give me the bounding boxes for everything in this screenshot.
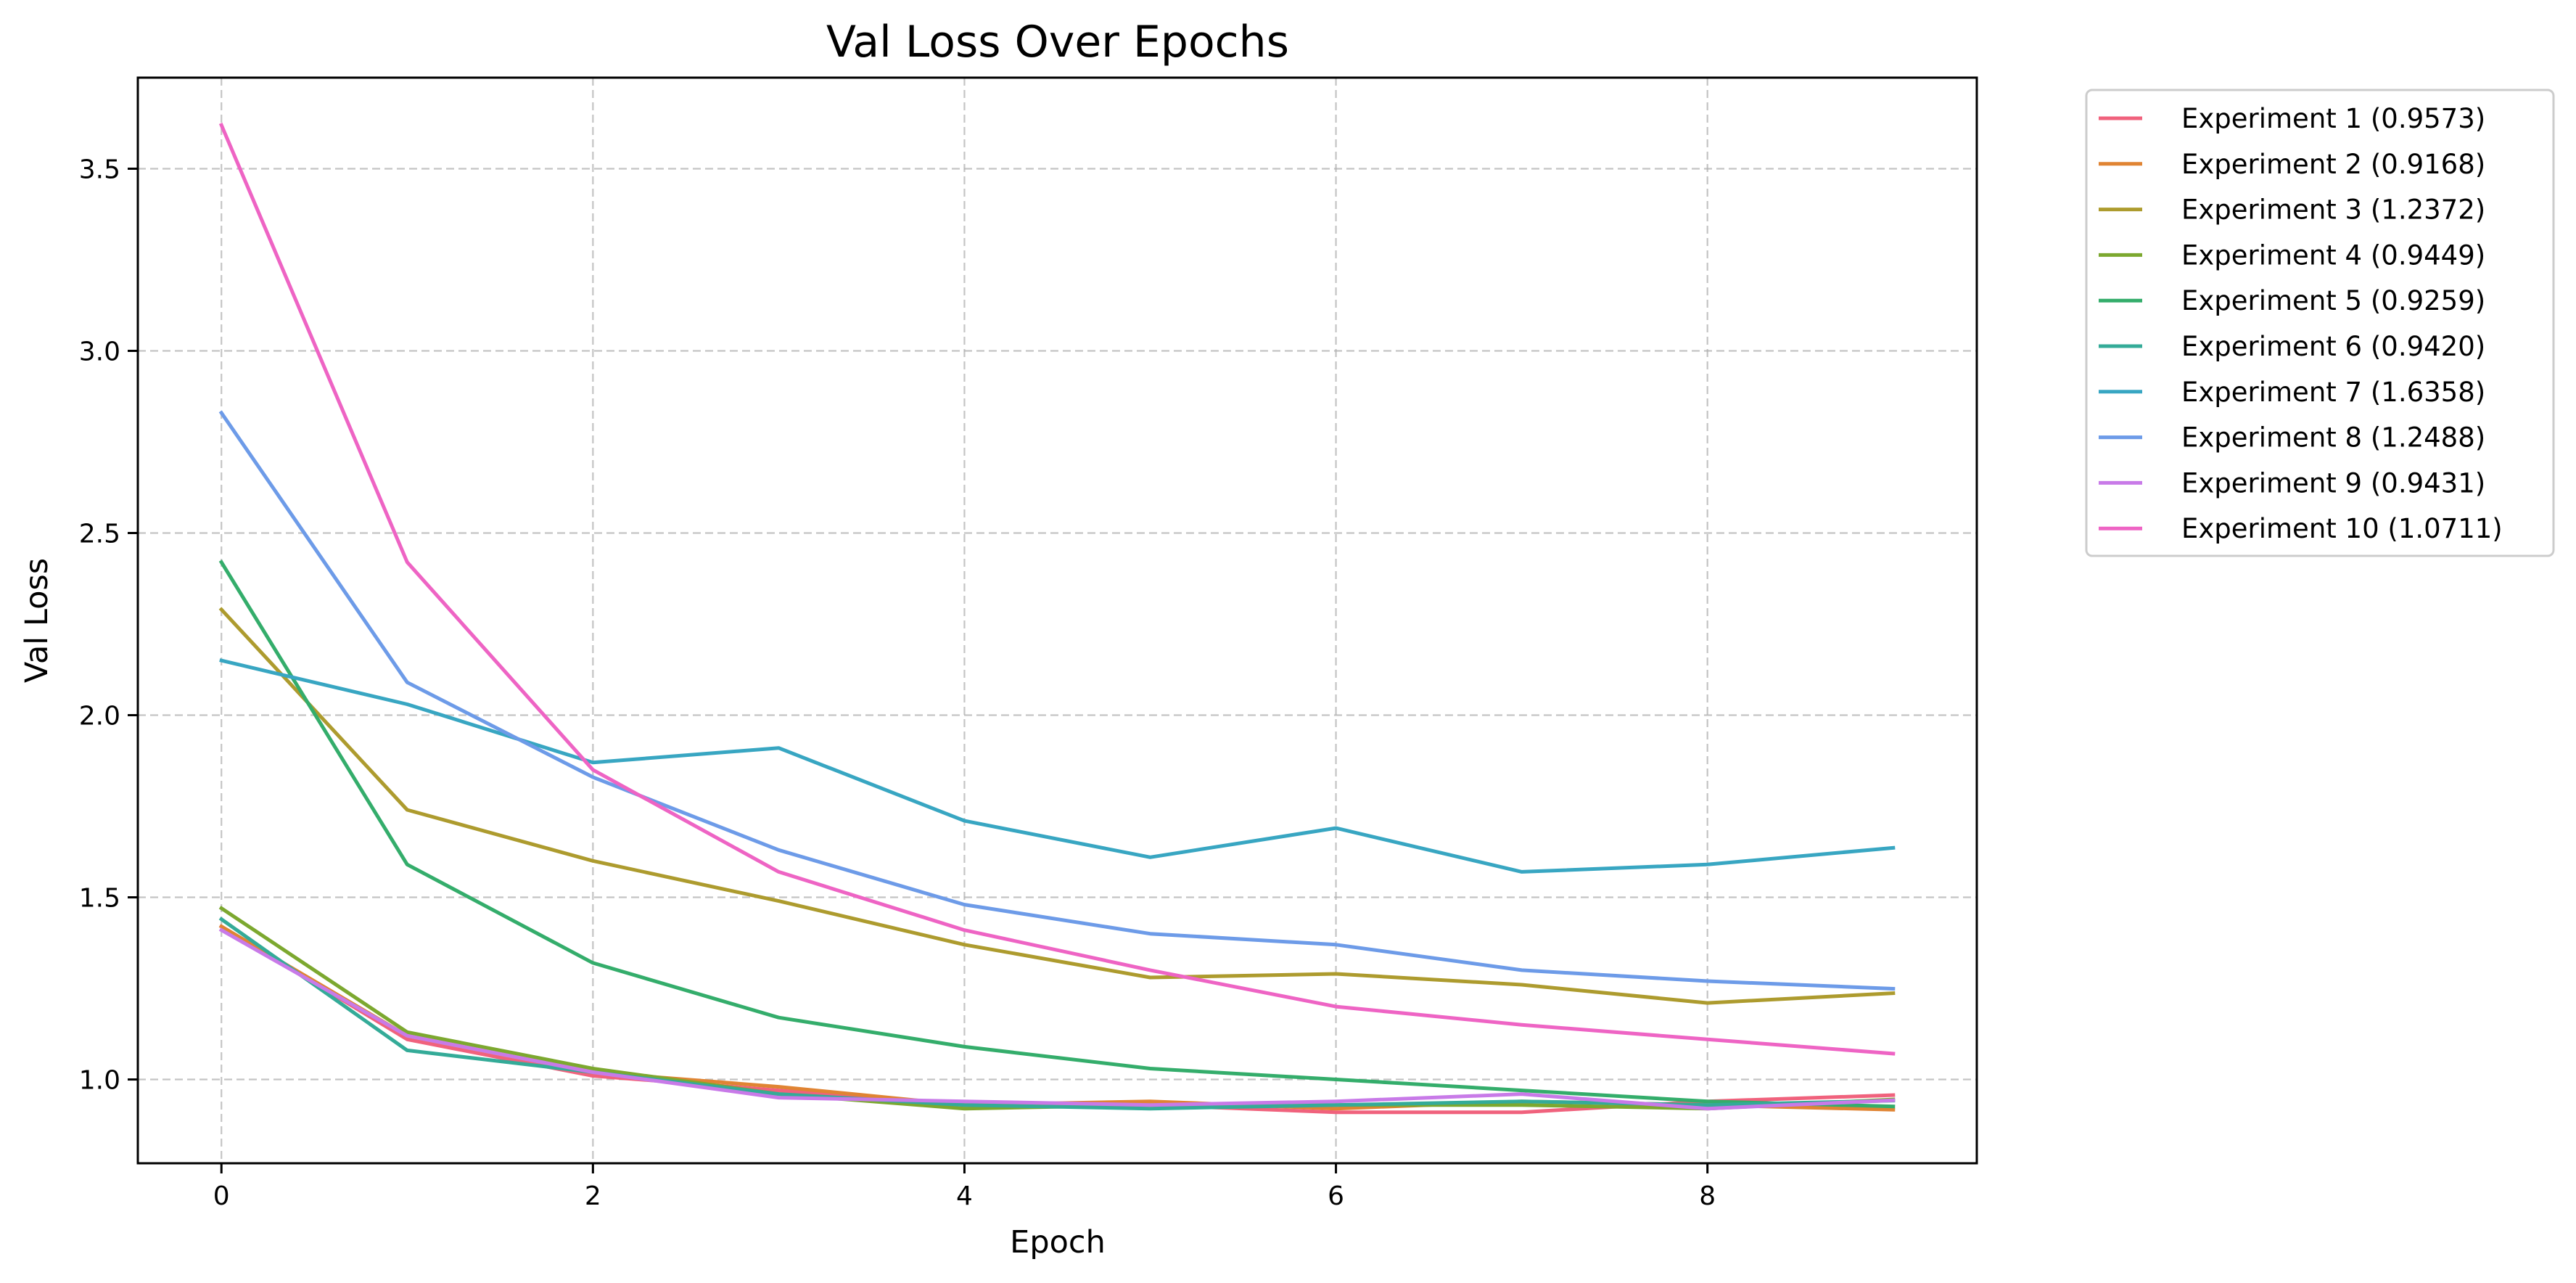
y-tick-label: 3.0 [79, 337, 120, 367]
legend-label-experiment-2: Experiment 2 (0.9168) [2181, 149, 2485, 180]
series-line-experiment-9 [218, 927, 1896, 1111]
legend-label-experiment-5: Experiment 5 (0.9259) [2181, 285, 2485, 316]
y-axis-ticks: 1.0 1.5 2.0 2.5 3.0 3.5 [79, 155, 138, 1096]
x-axis-label: Epoch [1010, 1224, 1106, 1261]
x-axis-ticks: 0 2 4 6 8 [213, 1163, 1716, 1211]
series-lines [218, 123, 1896, 1115]
plot-area-frame [136, 76, 1978, 1165]
y-tick-label: 1.0 [79, 1066, 120, 1096]
series-line-experiment-6 [218, 917, 1896, 1111]
x-tick-label: 8 [1699, 1181, 1716, 1211]
legend-label-experiment-7: Experiment 7 (1.6358) [2181, 377, 2485, 408]
x-tick-label: 2 [585, 1181, 601, 1211]
x-tick-label: 4 [956, 1181, 973, 1211]
y-tick-label: 2.0 [79, 702, 120, 731]
legend-label-experiment-10: Experiment 10 (1.0711) [2181, 513, 2503, 544]
series-line-experiment-10 [218, 123, 1896, 1056]
y-tick-label: 2.5 [79, 520, 120, 549]
legend-label-experiment-1: Experiment 1 (0.9573) [2181, 103, 2485, 134]
legend-frame [2085, 89, 2555, 557]
legend-label-experiment-9: Experiment 9 (0.9431) [2181, 467, 2485, 499]
legend-label-experiment-3: Experiment 3 (1.2372) [2181, 194, 2485, 226]
y-tick-label: 1.5 [79, 884, 120, 914]
legend-label-experiment-8: Experiment 8 (1.2488) [2181, 422, 2485, 454]
legend-items: Experiment 1 (0.9573) Experiment 2 (0.916… [2099, 103, 2503, 544]
y-axis-label: Val Loss [19, 558, 55, 683]
series-line-experiment-7 [219, 658, 1896, 874]
legend-label-experiment-6: Experiment 6 (0.9420) [2181, 331, 2485, 362]
legend-label-experiment-4: Experiment 4 (0.9449) [2181, 239, 2485, 271]
chart-title: Val Loss Over Epochs [826, 17, 1289, 67]
series-line-experiment-5 [218, 559, 1896, 1109]
x-tick-label: 6 [1328, 1181, 1344, 1211]
series-line-experiment-8 [218, 410, 1896, 991]
legend: Experiment 1 (0.9573) Experiment 2 (0.916… [2085, 89, 2555, 557]
series-line-experiment-3 [218, 607, 1896, 1005]
y-tick-label: 3.5 [79, 155, 120, 185]
x-tick-label: 0 [213, 1181, 230, 1211]
